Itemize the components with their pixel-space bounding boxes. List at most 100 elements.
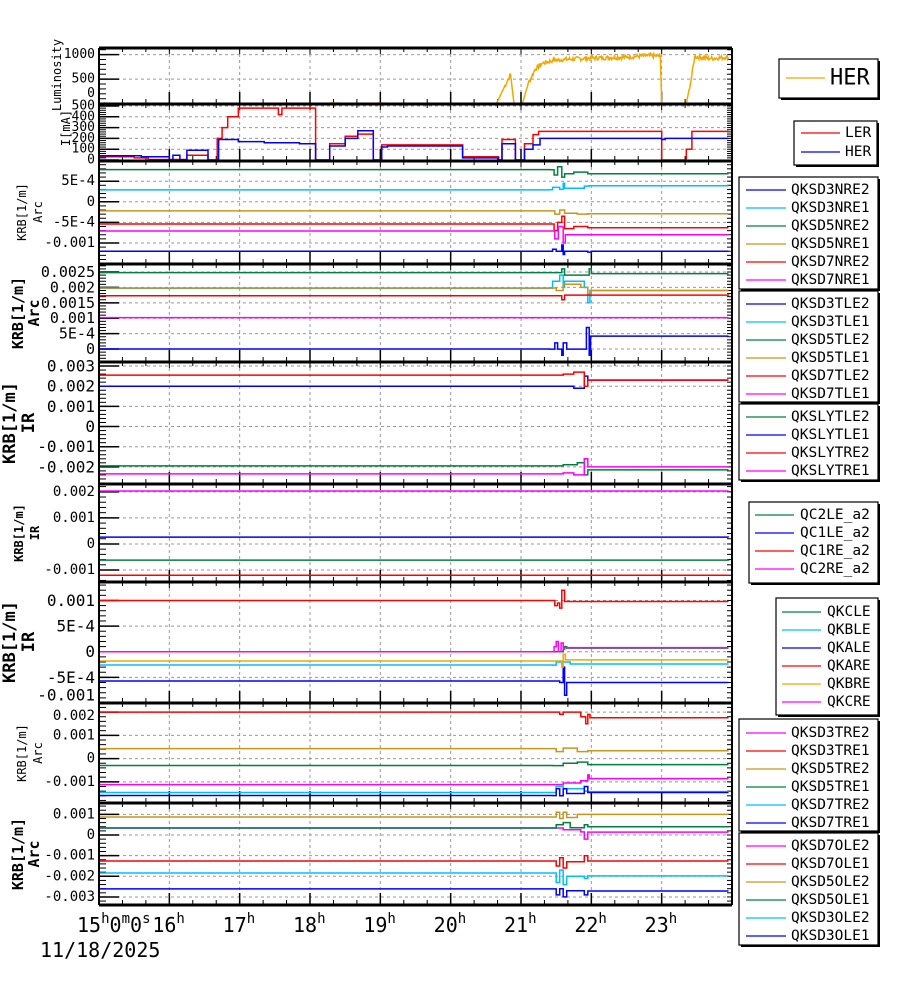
legend-label: QKSD7OLE2: [791, 838, 870, 854]
legend-panel-1: HER: [778, 58, 880, 100]
tick-number: 0: [130, 913, 142, 937]
legend-label: QKBLE: [827, 622, 871, 638]
legend-entry: QKSD5OLE1: [746, 892, 870, 908]
series-line-qksd3ole1: [99, 887, 729, 898]
y-tick-label: 200: [72, 131, 95, 146]
series-line-qkble: [99, 661, 729, 666]
x-tick-label: 19h​: [363, 911, 396, 937]
series-line-qksd7ole1: [99, 854, 729, 869]
legend-entry: QKSD3OLE1: [746, 928, 870, 944]
series-line-qkale: [99, 666, 729, 697]
tick-unit: s: [142, 911, 150, 927]
legend-label: QKCRE: [827, 694, 871, 710]
y-tick-label: -0.003: [44, 889, 95, 905]
y-tick-label: 0.0025: [41, 263, 95, 281]
legend-label: QC1LE_a2: [800, 525, 870, 541]
y-axis-label: KRB[1/m]: [12, 504, 26, 562]
y-tick-label: 100: [72, 142, 95, 157]
legend-entry: QKSD5TRE2: [746, 761, 870, 777]
y-tick-label: 0.001: [53, 727, 95, 743]
y-axis-label: I[mA]: [59, 110, 73, 146]
series-group: [99, 51, 730, 104]
y-axis-label: Arc: [31, 742, 45, 764]
legend-label: QKSD7TLE2: [791, 368, 870, 384]
legend-box: [775, 597, 879, 716]
y-tick-label: 5E-4: [61, 173, 95, 189]
legend-label: QKSD3OLE2: [791, 910, 870, 926]
series-group: [99, 711, 729, 797]
legend-panel-9: QKSD7OLE2 QKSD7OLE1 QKSD5OLE2 QKSD5OLE1 QKSD…: [738, 832, 880, 947]
legend-label: QKSD7TRE1: [791, 815, 870, 831]
legend-label: QKSD3TRE1: [791, 743, 870, 759]
y-tick-label: 0.002: [53, 484, 95, 500]
legend-panel-8: QKSD3TRE2 QKSD3TRE1 QKSD5TRE2 QKSD5TRE1 QKSD…: [738, 718, 880, 833]
tick-number: 19: [363, 913, 387, 937]
y-axis-label: KRB[1/m]: [15, 724, 29, 782]
y-axis-label: KRB[1/m]: [0, 601, 20, 683]
legend-entry: QKSLYTRE1: [746, 463, 870, 479]
y-axis-label: KRB[1/m]: [9, 818, 27, 890]
tick-unit: h: [101, 911, 109, 927]
legend-label: QKSLYTRE1: [791, 463, 870, 479]
legend-entry: QKSD5TLE1: [746, 350, 870, 366]
y-axis-label: KRB[1/m]: [0, 382, 20, 464]
legend-entry: QKSD3TRE2: [746, 725, 870, 741]
legend-label: QKSD5OLE2: [791, 874, 870, 890]
legend-label: QKSD3OLE1: [791, 928, 870, 944]
series-line-qksd5tle1: [99, 283, 729, 295]
legend-label: QKSD3NRE2: [791, 182, 870, 198]
tick-number: 0: [110, 913, 122, 937]
tick-number: 23: [645, 913, 669, 937]
legend-entry: QKSLYTLE1: [746, 427, 870, 443]
legend-label: QKCLE: [827, 604, 871, 620]
series-line-qksd7nre2: [99, 215, 729, 232]
series-group: [99, 107, 729, 161]
series-line-qksd5tre1: [99, 761, 729, 767]
series-line-qkbre: [99, 653, 729, 668]
x-tick-label: 18h​: [293, 911, 326, 937]
series-line-qkslytre1: [99, 458, 729, 476]
series-line-qkslytle1: [99, 375, 729, 389]
legend-entry: QKSD7OLE1: [746, 856, 870, 872]
legend-entry: QKALE: [782, 640, 871, 656]
legend-label: QKSD5NRE1: [791, 236, 870, 252]
legend-label: QKSD3TLE1: [791, 314, 870, 330]
legend-entry: QC2LE_a2: [755, 507, 870, 523]
legend-label: QKSD7TLE1: [791, 386, 870, 402]
legend-label: QC2RE_a2: [800, 561, 870, 577]
legend-entry: QKSD7TLE1: [746, 386, 870, 402]
legend-label: QKALE: [827, 640, 871, 656]
y-tick-label: -0.001: [37, 686, 95, 705]
y-tick-label: 0.001: [53, 510, 95, 526]
y-tick-label: 0: [86, 340, 95, 358]
y-axis-label: IR: [19, 412, 39, 433]
y-tick-label: 0: [85, 417, 95, 436]
panel-8: 0.002 0.001 0 -0.001 KRB[1/m] Arc: [15, 701, 733, 805]
legend-entry: QKARE: [782, 658, 871, 674]
legend-label: QKSLYTLE2: [791, 409, 870, 425]
y-tick-label: 500: [72, 72, 95, 87]
legend-entry: QKSD7TRE2: [746, 797, 870, 813]
tick-unit: h: [669, 911, 677, 927]
legend-label: QKSD5TRE2: [791, 761, 870, 777]
y-tick-label: 0.002: [47, 377, 95, 396]
legend-entry: QKSD7OLE2: [746, 838, 870, 854]
series-line-qksd7tre2: [99, 785, 729, 794]
legend-entry: QKSD7TLE2: [746, 368, 870, 384]
series-group: [99, 166, 729, 256]
y-tick-label: 0.003: [47, 357, 95, 376]
series-group: [99, 589, 729, 697]
legend-label: QKSLYTLE1: [791, 427, 870, 443]
y-tick-label: 0.001: [50, 309, 95, 327]
x-tick-label: 17h​: [223, 911, 256, 937]
x-tick-label: 20h​: [434, 911, 467, 937]
y-tick-label: -0.002: [37, 457, 95, 476]
series-line-qksd5ole2: [99, 811, 729, 820]
series-line-ler: [99, 107, 729, 161]
tick-unit: m: [122, 911, 130, 927]
series-line-qkslytre2: [99, 371, 729, 387]
legend-box: [738, 290, 879, 403]
x-tick-label: 16h​: [152, 911, 185, 937]
